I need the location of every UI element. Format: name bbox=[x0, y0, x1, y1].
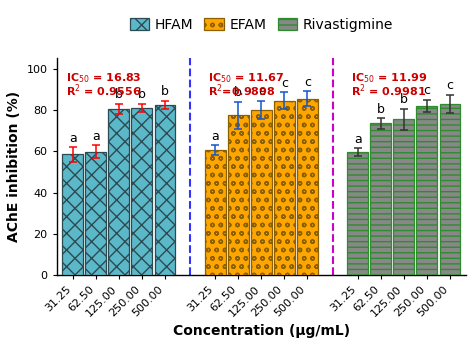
Text: c: c bbox=[447, 79, 454, 92]
Bar bbox=[155, 105, 175, 275]
Bar bbox=[417, 106, 437, 275]
Legend: HFAM, EFAM, Rivastigmine: HFAM, EFAM, Rivastigmine bbox=[130, 18, 393, 32]
Bar bbox=[274, 101, 295, 275]
Text: b: b bbox=[400, 93, 408, 107]
X-axis label: Concentration (µg/mL): Concentration (µg/mL) bbox=[173, 324, 350, 338]
Bar bbox=[228, 115, 249, 275]
Bar bbox=[62, 154, 83, 275]
Text: a: a bbox=[354, 133, 361, 146]
Bar bbox=[251, 110, 272, 275]
Text: R$^2$=0.9898: R$^2$=0.9898 bbox=[208, 82, 276, 99]
Bar bbox=[370, 124, 391, 275]
Text: c: c bbox=[258, 85, 265, 98]
Text: b: b bbox=[115, 88, 123, 101]
Text: c: c bbox=[281, 77, 288, 90]
Text: b: b bbox=[377, 103, 385, 116]
Text: c: c bbox=[423, 84, 430, 97]
Bar bbox=[205, 150, 226, 275]
Y-axis label: AChE inhibition (%): AChE inhibition (%) bbox=[7, 91, 21, 242]
Text: IC$_{50}$ = 16.83: IC$_{50}$ = 16.83 bbox=[66, 71, 141, 85]
Bar bbox=[394, 119, 414, 275]
Text: IC$_{50}$ = 11.67: IC$_{50}$ = 11.67 bbox=[208, 71, 284, 85]
Text: R$^2$ = 0.9981: R$^2$ = 0.9981 bbox=[351, 82, 426, 99]
Bar bbox=[297, 99, 318, 275]
Bar bbox=[131, 108, 152, 275]
Bar bbox=[347, 152, 368, 275]
Text: R$^2$ = 0.9556: R$^2$ = 0.9556 bbox=[66, 82, 141, 99]
Bar bbox=[108, 109, 129, 275]
Text: c: c bbox=[304, 76, 311, 89]
Text: a: a bbox=[69, 132, 77, 145]
Text: a: a bbox=[211, 130, 219, 142]
Text: b: b bbox=[161, 85, 169, 98]
Text: a: a bbox=[92, 130, 100, 143]
Text: b: b bbox=[234, 86, 242, 99]
Text: IC$_{50}$ = 11.99: IC$_{50}$ = 11.99 bbox=[351, 71, 427, 85]
Bar bbox=[85, 152, 106, 275]
Bar bbox=[439, 104, 460, 275]
Text: b: b bbox=[138, 88, 146, 101]
